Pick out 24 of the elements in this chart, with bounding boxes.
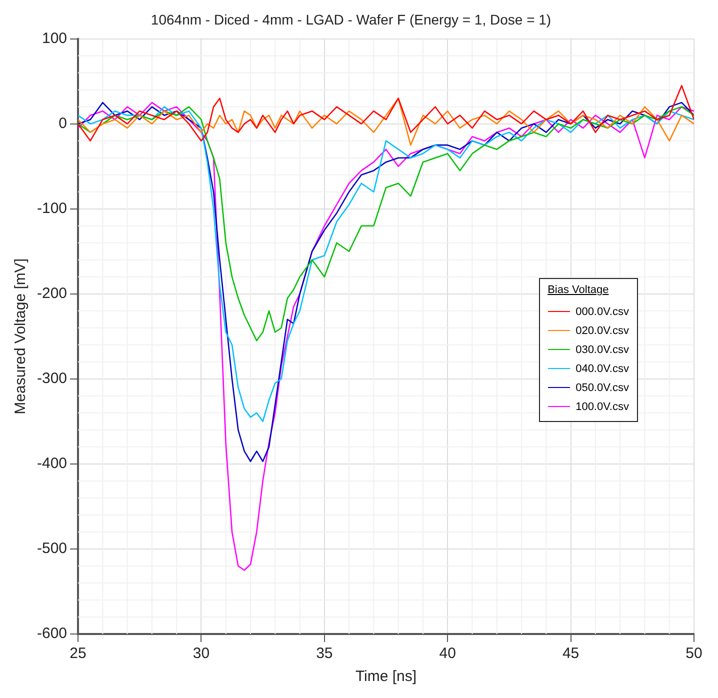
x-axis-title: Time [ns] [355,668,417,686]
y-tick-label: -300 [36,370,68,388]
x-tick-label: 25 [70,645,86,662]
y-tick-label: 100 [42,30,68,47]
y-tick-label: 0 [58,114,68,132]
y-tick-label: -400 [36,455,68,472]
x-tick-label: 40 [439,645,456,662]
legend-label: 050.0V.csv [576,382,629,394]
legend-label: 100.0V.csv [576,400,629,412]
x-tick-label: 50 [686,645,702,662]
y-tick-label: -100 [36,200,68,217]
y-tick-label: -600 [36,625,68,642]
legend-label: 020.0V.csv [576,324,629,336]
x-tick-label: 30 [192,645,210,662]
legend-title: Bias Voltage [548,284,610,296]
y-tick-label: -200 [36,285,68,302]
legend-label: 030.0V.csv [576,344,629,356]
x-tick-label: 45 [562,645,580,662]
legend-label: 040.0V.csv [576,362,629,374]
y-tick-label: -500 [36,540,68,558]
x-tick-label: 35 [316,645,333,662]
legend-label: 000.0V.csv [576,306,629,318]
chart-title: 1064nm - Diced - 4mm - LGAD - Wafer F (Energy = 1, Dose = 1) [150,11,552,28]
y-axis-title: Measured Voltage [mV] [12,258,30,414]
